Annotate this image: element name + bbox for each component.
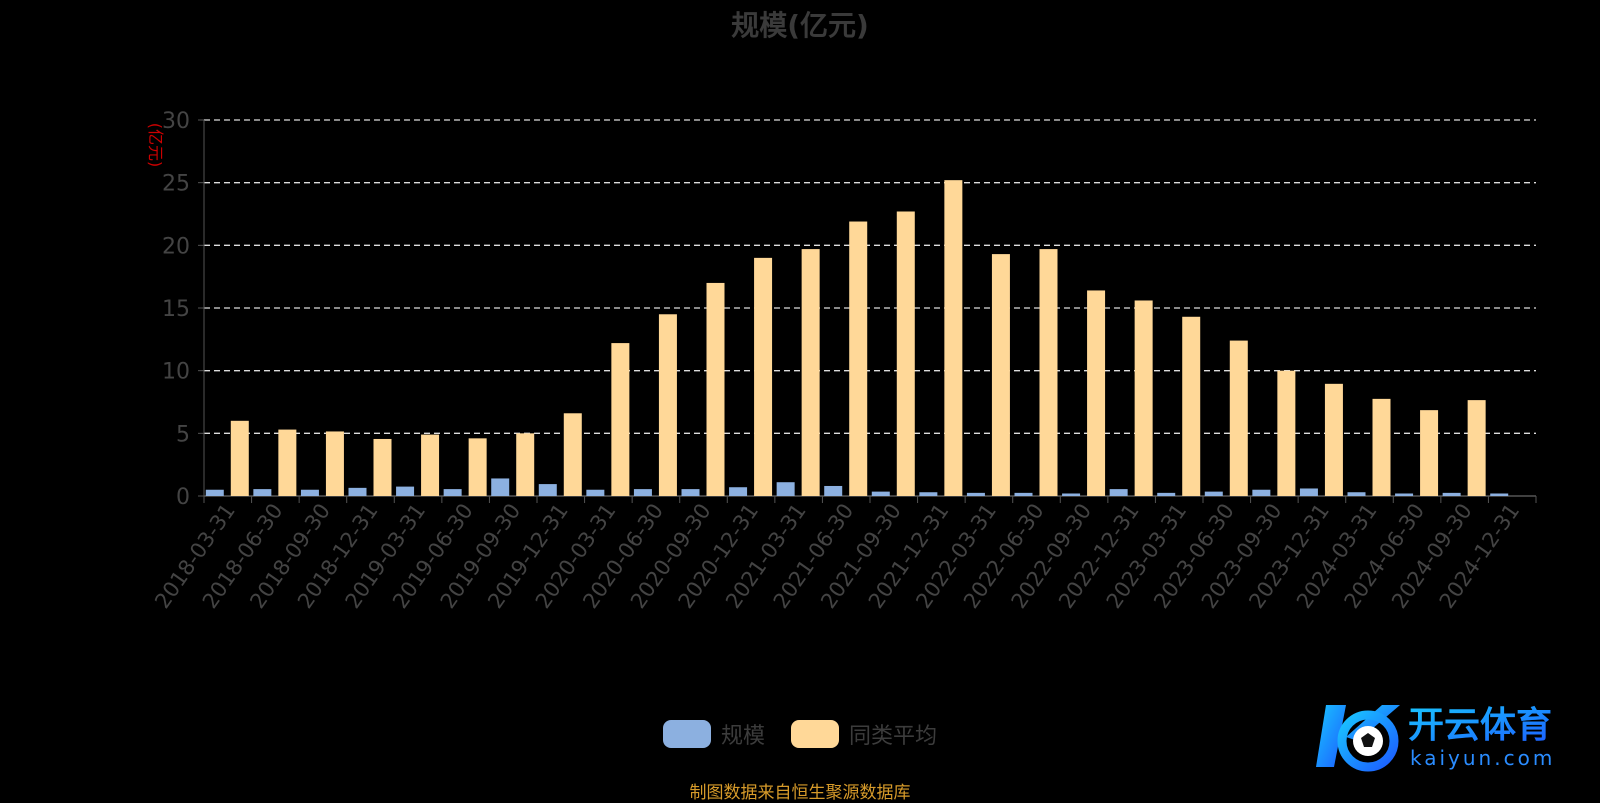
chart-title: 规模(亿元) xyxy=(731,9,869,42)
bar-peer-average xyxy=(325,431,344,496)
bar-scale xyxy=(1490,493,1509,496)
legend-label-scale: 规模 xyxy=(720,724,765,749)
legend-swatch-peer-average xyxy=(791,720,839,748)
bar-scale xyxy=(1252,489,1271,496)
legend-item-scale[interactable]: 规模 xyxy=(662,718,765,750)
legend-label-peer-average: 同类平均 xyxy=(849,724,938,749)
bar-scale xyxy=(681,489,700,496)
bar-scale xyxy=(205,489,224,496)
bar-scale xyxy=(776,482,795,496)
bar-peer-average xyxy=(468,438,487,496)
bar-peer-average xyxy=(1087,290,1106,496)
bar-scale xyxy=(443,489,462,496)
bar-scale xyxy=(919,492,938,496)
bar-peer-average xyxy=(754,257,773,496)
bar-peer-average xyxy=(706,282,725,496)
bar-peer-average xyxy=(1467,400,1486,496)
bar-peer-average xyxy=(611,343,630,496)
bar-scale xyxy=(253,489,272,496)
bar-peer-average xyxy=(563,413,582,496)
bar-peer-average xyxy=(896,211,915,496)
bar-peer-average xyxy=(516,433,535,496)
bar-scale xyxy=(1014,492,1033,496)
bar-chart: 051015202530(亿元)2018-03-312018-06-302018… xyxy=(146,109,1537,613)
y-tick-label: 10 xyxy=(162,360,190,385)
y-axis-label: (亿元) xyxy=(146,123,165,168)
bar-peer-average xyxy=(1372,398,1391,496)
logo-brand-text: 开云体育 xyxy=(1408,705,1552,746)
bar-scale xyxy=(633,489,652,496)
bar-scale xyxy=(1109,489,1128,496)
bar-scale xyxy=(729,487,748,496)
bar-peer-average xyxy=(801,249,820,496)
bar-scale xyxy=(538,484,557,496)
bar-peer-average xyxy=(1277,370,1296,496)
bar-scale xyxy=(1442,492,1461,496)
bar-peer-average xyxy=(849,221,868,496)
y-tick-label: 25 xyxy=(162,172,190,197)
bar-peer-average xyxy=(1039,249,1058,496)
kaiyun-logo: 开云体育 kaiyun.com xyxy=(1316,705,1555,772)
y-tick-label: 15 xyxy=(162,297,190,322)
bar-scale xyxy=(824,485,843,496)
bar-scale xyxy=(300,489,319,496)
bar-peer-average xyxy=(991,254,1010,496)
bar-scale xyxy=(1157,492,1176,496)
bar-peer-average xyxy=(278,429,297,496)
bar-scale xyxy=(966,492,985,496)
bar-peer-average xyxy=(421,434,440,496)
bar-scale xyxy=(1395,493,1414,496)
bar-scale xyxy=(1204,491,1223,496)
legend-item-peer-average[interactable]: 同类平均 xyxy=(791,718,937,750)
bar-peer-average xyxy=(658,314,677,496)
y-tick-label: 5 xyxy=(176,422,190,447)
y-tick-label: 30 xyxy=(162,109,190,134)
bar-peer-average xyxy=(1324,383,1343,496)
bar-scale xyxy=(1299,488,1318,496)
source-note: 制图数据来自恒生聚源数据库 xyxy=(689,783,911,803)
legend-swatch-scale xyxy=(662,720,711,748)
bar-peer-average xyxy=(1134,300,1153,496)
bar-scale xyxy=(871,491,890,496)
bar-peer-average xyxy=(1420,410,1439,496)
bar-scale xyxy=(1062,493,1081,496)
bar-peer-average xyxy=(1182,316,1201,496)
kaiyun-soccer-logo-icon xyxy=(1316,705,1400,772)
bar-scale xyxy=(396,486,415,496)
logo-domain-text: kaiyun.com xyxy=(1410,746,1555,770)
bar-peer-average xyxy=(1229,340,1248,496)
bar-peer-average xyxy=(944,180,963,496)
legend: 规模 同类平均 xyxy=(0,718,1600,750)
bar-scale xyxy=(586,489,605,496)
bar-peer-average xyxy=(230,420,249,496)
bar-scale xyxy=(1347,492,1366,496)
bar-scale xyxy=(348,487,367,496)
bar-peer-average xyxy=(373,438,392,496)
y-tick-label: 0 xyxy=(176,485,190,510)
bar-scale xyxy=(491,478,510,496)
y-tick-label: 20 xyxy=(162,234,190,259)
